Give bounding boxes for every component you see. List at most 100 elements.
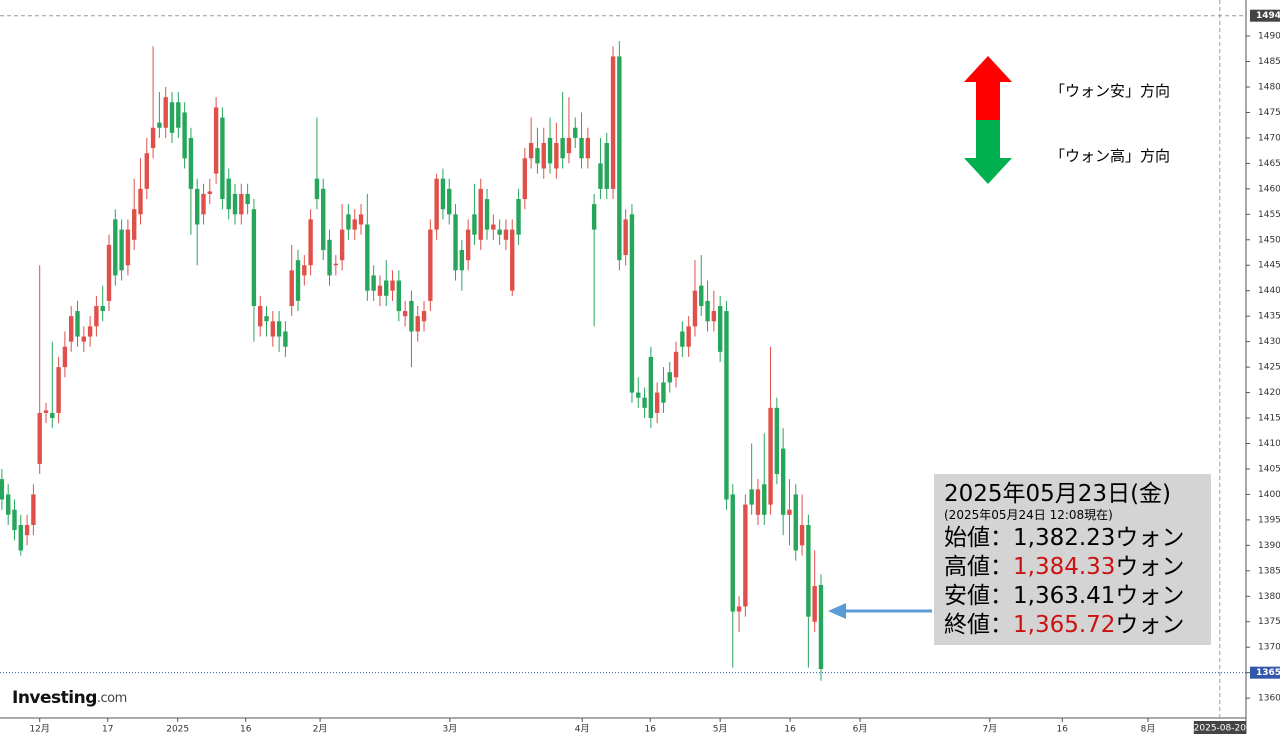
candle-body (314, 178, 320, 200)
candle-body (717, 305, 723, 352)
candle-body (478, 188, 483, 240)
x-tick-label: 6月 (853, 724, 868, 734)
candle-body (258, 305, 263, 327)
annotation-row: 終値：1,365.72ウォン (944, 611, 1201, 640)
logo-suffix: .com (97, 691, 127, 706)
x-tick-label: 4月 (575, 724, 590, 734)
high-label-box (1250, 9, 1280, 22)
candle-body (743, 504, 748, 607)
annotation-row: 安値：1,363.41ウォン (944, 582, 1201, 611)
row-label: 始値： (944, 525, 1013, 551)
candle-body (43, 410, 49, 413)
candle-body (730, 494, 735, 612)
candle-body (428, 229, 433, 301)
candle-body (75, 311, 80, 337)
candle-body (5, 494, 11, 515)
logo-brand: Investing (12, 688, 97, 708)
candle-body (522, 158, 528, 200)
candle-body (654, 392, 660, 413)
y-tick-label: 1470 (1258, 133, 1280, 143)
candle-body (705, 300, 710, 322)
candle-body (629, 214, 635, 393)
candle-body (585, 137, 591, 159)
candle-body (220, 117, 225, 200)
y-tick-label: 1425 (1258, 363, 1280, 373)
candle-body (491, 224, 496, 230)
candle-body (182, 112, 187, 159)
candle-body (793, 494, 798, 551)
candle-body (598, 163, 603, 189)
candle-body (157, 122, 162, 128)
x-tick-label: 2025 (166, 725, 189, 734)
candle-body (661, 382, 666, 403)
candle-body (465, 229, 471, 261)
candle-body (125, 229, 131, 266)
candle-body (749, 489, 754, 505)
candle-body (176, 102, 181, 128)
candle-body (528, 143, 534, 159)
candle-body (415, 316, 420, 332)
y-tick-label: 1390 (1258, 541, 1280, 551)
candle-body (617, 56, 622, 261)
candle-body (623, 219, 628, 256)
x-tick-label: 16 (784, 725, 796, 734)
candle-body (188, 137, 194, 189)
x-tick-label: 7月 (982, 724, 997, 734)
row-unit: ウォン (1115, 525, 1185, 551)
candle-body (812, 586, 817, 622)
y-tick-label: 1375 (1258, 617, 1280, 627)
candle-body (106, 244, 112, 301)
pointer-arrow-head (828, 603, 846, 619)
y-tick-label: 1400 (1258, 490, 1280, 500)
candle-body (680, 331, 685, 347)
candle-body (724, 311, 729, 500)
candle-body (459, 249, 465, 271)
candle-body (352, 219, 357, 230)
candle-body (169, 102, 175, 133)
candle-body (673, 351, 679, 378)
candle-body (541, 143, 546, 169)
y-tick-label: 1445 (1258, 261, 1280, 271)
candle-body (377, 285, 383, 296)
candle-body (648, 356, 654, 419)
candle-body (699, 285, 704, 306)
candle-body (251, 209, 257, 306)
legend-down: 「ウォン高」方向 (1050, 147, 1171, 165)
high-label: 1494 (1256, 11, 1280, 21)
candle-body (119, 229, 124, 271)
y-tick-label: 1475 (1258, 108, 1280, 118)
candle-body (308, 219, 313, 266)
candle-body (163, 97, 168, 128)
x-tick-label: 3月 (442, 724, 457, 734)
candle-body (327, 239, 332, 276)
candle-body (579, 137, 584, 159)
row-unit: ウォン (1115, 554, 1185, 580)
candle-body (150, 127, 156, 149)
candle-body (768, 407, 773, 505)
y-tick-label: 1460 (1258, 184, 1280, 194)
candle-body (358, 214, 364, 225)
up-arrow (964, 56, 1012, 120)
candle-body (560, 137, 565, 159)
candle-body (138, 188, 143, 215)
y-tick-label: 1370 (1258, 643, 1280, 653)
candle-body (780, 448, 786, 515)
candle-body (806, 524, 811, 617)
row-value: 1,384.33 (1013, 554, 1116, 580)
cursor-label-box (1193, 721, 1246, 734)
candle-body (81, 336, 86, 342)
annotation-subtitle: (2025年05月24日 12:08現在) (944, 508, 1113, 522)
down-arrow (964, 120, 1012, 184)
candle-body (402, 311, 408, 317)
candle-body (321, 188, 326, 250)
candle-body (503, 229, 509, 240)
candle-body (0, 479, 5, 500)
legend-up: 「ウォン安」方向 (1050, 82, 1171, 100)
candle-body (762, 484, 767, 515)
row-unit: ウォン (1115, 612, 1185, 638)
x-tick-label: 16 (644, 725, 656, 734)
candle-body (434, 178, 439, 230)
candle-body (787, 509, 792, 515)
y-tick-label: 1480 (1258, 82, 1280, 92)
